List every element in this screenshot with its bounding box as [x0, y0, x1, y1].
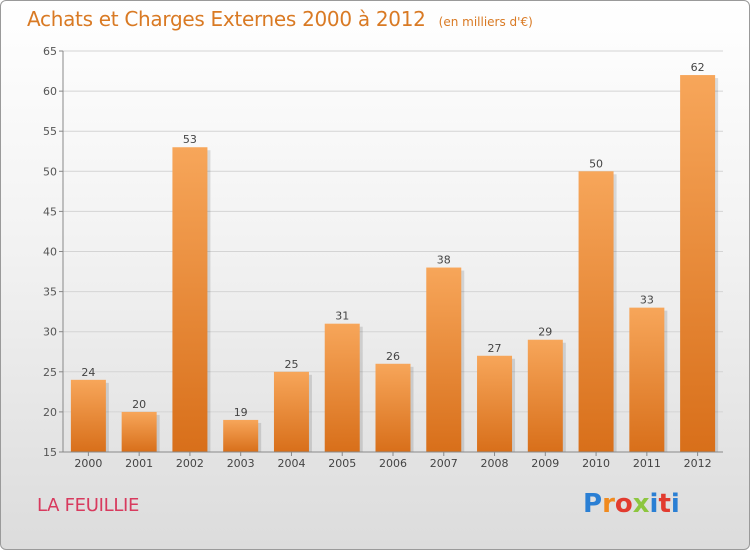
y-tick-label: 45 [43, 205, 57, 218]
x-tick-label-2012: 2012 [684, 457, 712, 470]
y-tick-label: 30 [43, 326, 57, 339]
x-tick-label-2008: 2008 [481, 457, 509, 470]
y-tick-label: 55 [43, 125, 57, 138]
x-tick-label-2001: 2001 [125, 457, 153, 470]
bar-2005 [324, 323, 360, 452]
value-label-2009: 29 [538, 326, 552, 339]
value-label-2006: 26 [386, 350, 400, 363]
logo-letter: i [670, 489, 680, 519]
bar-2003 [223, 419, 259, 452]
x-tick-label-2002: 2002 [176, 457, 204, 470]
value-label-2003: 19 [234, 406, 248, 419]
value-label-2000: 24 [81, 366, 95, 379]
bars [70, 75, 719, 453]
value-label-2012: 62 [691, 61, 705, 74]
axes [59, 50, 723, 456]
labels: 15 20 25 30 35 40 45 50 55 60 65 24 2000 20 2001 53 2002… [43, 45, 712, 470]
value-label-2010: 50 [589, 157, 603, 170]
bar-2002 [172, 147, 208, 453]
chart-subtitle: (en milliers d'€) [438, 15, 533, 29]
x-tick-label-2011: 2011 [633, 457, 661, 470]
y-tick-label: 15 [43, 446, 57, 459]
logo-letter: o [614, 489, 633, 519]
x-tick-label-2010: 2010 [582, 457, 610, 470]
commune-name: LA FEUILLIE [37, 495, 140, 516]
bar-2004 [273, 371, 309, 452]
x-tick-label-2005: 2005 [328, 457, 356, 470]
chart-title: Achats et Charges Externes 2000 à 2012 [27, 7, 426, 31]
logo-letter: x [632, 489, 650, 519]
y-tick-label: 20 [43, 406, 57, 419]
bar-2009 [527, 339, 563, 452]
x-tick-label-2007: 2007 [430, 457, 458, 470]
logo-letter: P [583, 489, 603, 519]
value-label-2002: 53 [183, 133, 197, 146]
bar-2011 [629, 307, 665, 452]
y-tick-label: 25 [43, 366, 57, 379]
x-tick-label-2004: 2004 [277, 457, 305, 470]
bar-2012 [680, 75, 716, 452]
logo-letter: t [658, 489, 671, 519]
y-tick-label: 65 [43, 45, 57, 58]
x-tick-label-2003: 2003 [227, 457, 255, 470]
x-tick-label-2009: 2009 [531, 457, 559, 470]
bar-2007 [426, 267, 462, 452]
x-tick-label-2006: 2006 [379, 457, 407, 470]
value-label-2008: 27 [488, 342, 502, 355]
y-tick-label: 40 [43, 246, 57, 259]
bar-2000 [70, 379, 106, 452]
value-label-2004: 25 [284, 358, 298, 371]
bar-2006 [375, 363, 411, 452]
bar-2010 [578, 171, 614, 453]
title-row: Achats et Charges Externes 2000 à 2012 (… [27, 7, 533, 31]
value-label-2011: 33 [640, 294, 654, 307]
value-label-2007: 38 [437, 254, 451, 267]
value-label-2001: 20 [132, 398, 146, 411]
y-tick-label: 35 [43, 286, 57, 299]
x-tick-label-2000: 2000 [74, 457, 102, 470]
value-label-2005: 31 [335, 310, 349, 323]
y-tick-label: 50 [43, 165, 57, 178]
bar-2001 [121, 411, 157, 452]
logo-letter: i [649, 489, 659, 519]
bar-2008 [477, 355, 513, 452]
proxiti-logo[interactable]: Proxiti [583, 489, 680, 519]
logo-letter: r [602, 489, 615, 519]
y-tick-label: 60 [43, 85, 57, 98]
